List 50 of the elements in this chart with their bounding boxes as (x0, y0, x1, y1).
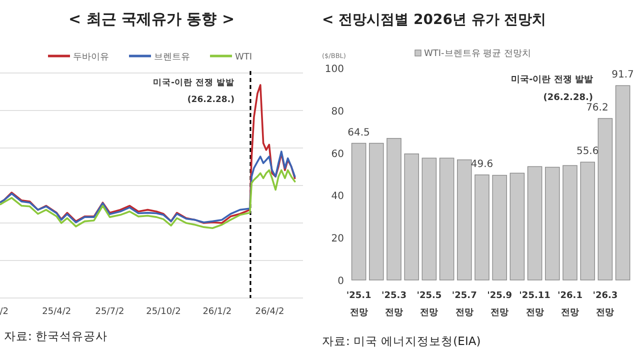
x-tick-label: 26/1/2 (202, 307, 232, 317)
bar (404, 154, 419, 280)
y-tick-label: 80 (331, 106, 344, 118)
bar (457, 159, 472, 280)
bar (422, 158, 437, 280)
x-tick-label: '25.3 전망 (382, 291, 406, 318)
x-tick-label: 26/4/2 (255, 307, 284, 317)
y-tick-label: 40 (331, 191, 344, 202)
data-label: 91.7 (612, 70, 634, 81)
bar (369, 142, 384, 280)
text: 자료: 미국 에너지정보청(EIA) (322, 334, 481, 348)
x-tick-label: 25/10/2 (146, 307, 181, 317)
x-tick-label: '25.9 전망 (487, 291, 512, 318)
legend-label: 두바이유 (73, 52, 109, 62)
data-label: 76.2 (586, 102, 608, 114)
bar (562, 165, 578, 280)
legend-label: WTI (235, 52, 252, 62)
y-tick-label: 60 (331, 148, 344, 160)
x-tick-label: '26.1 전망 (558, 291, 582, 318)
x-tick-label: '25.11 전망 (519, 291, 550, 318)
bar (580, 162, 595, 280)
bar (439, 158, 454, 280)
bar (510, 172, 525, 280)
chart-title: < 최근 국제유가 동향 > (68, 10, 235, 28)
y-tick-label: 0 (338, 276, 344, 287)
data-label: 64.5 (348, 127, 370, 138)
x-tick-label: '25.1 전망 (346, 291, 372, 318)
bar (351, 142, 366, 280)
bar (527, 166, 542, 280)
bar (545, 166, 560, 280)
x-tick-label: 25/4/2 (42, 307, 72, 317)
bar (615, 85, 630, 280)
bar (474, 174, 490, 280)
y-tick-label: 20 (331, 234, 344, 245)
bar (386, 138, 402, 280)
x-tick-label: '25.5 전망 (416, 291, 442, 318)
legend-label: WTI-브렌트유 평균 전망치 (424, 49, 532, 59)
x-tick-label: 25/7/2 (95, 307, 124, 317)
bar (492, 174, 507, 280)
text: 자료: 한국석유공사 (4, 329, 108, 343)
x-tick-label: '25.7 전망 (452, 291, 477, 318)
bar (598, 118, 613, 280)
x-tick-label: '26.3 전망 (592, 291, 618, 318)
data-label: 55.6 (576, 146, 599, 158)
x-tick-label: /2 (0, 307, 8, 317)
legend-label: 브렌트유 (154, 52, 190, 62)
annotation: 미국-이란 전쟁 발발 (26.2.28.) (510, 75, 593, 103)
y-tick-label: 100 (324, 64, 344, 75)
chart-title: < 전망시점별 2026년 유가 전망치 (322, 12, 546, 28)
ref-line-label: 미국-이란 전쟁 발발 (26.2.28.) (153, 78, 235, 105)
